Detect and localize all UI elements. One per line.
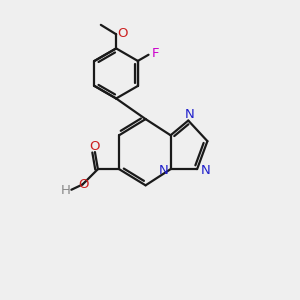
Text: F: F: [151, 47, 159, 60]
Text: H: H: [61, 184, 71, 197]
Text: O: O: [78, 178, 88, 191]
Text: O: O: [117, 27, 128, 40]
Text: N: N: [200, 164, 210, 177]
Text: N: N: [185, 108, 195, 121]
Text: N: N: [158, 164, 168, 177]
Text: O: O: [89, 140, 100, 153]
